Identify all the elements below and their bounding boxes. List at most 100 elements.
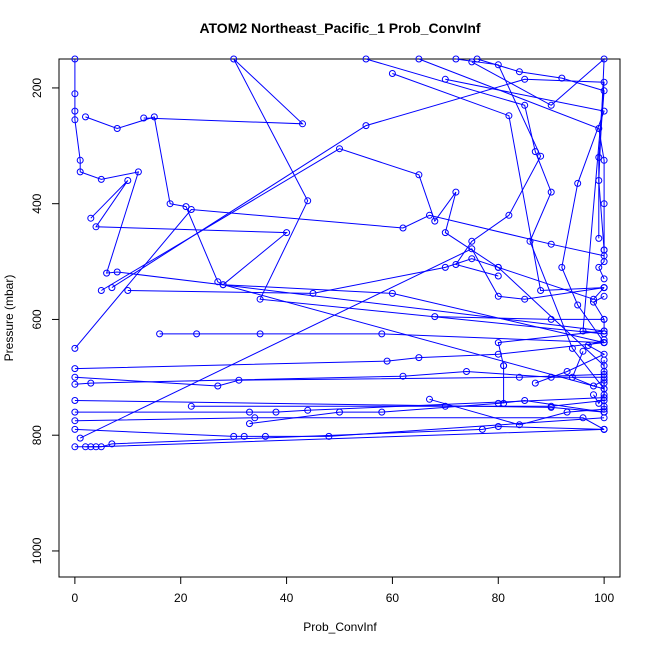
data-point [500, 399, 508, 407]
series-line [85, 428, 605, 448]
series-line [476, 58, 605, 239]
data-point [595, 177, 603, 184]
data-point [600, 200, 608, 208]
data-point [600, 156, 608, 164]
series-7 [124, 255, 608, 370]
data-point [415, 55, 423, 63]
data-point [600, 284, 608, 292]
series-line [74, 397, 605, 413]
data-point [600, 275, 608, 283]
data-point [272, 408, 280, 416]
series-line [365, 58, 605, 390]
data-point [563, 408, 571, 416]
data-point [590, 391, 597, 399]
data-point [362, 122, 370, 130]
data-point [600, 315, 608, 323]
data-point [256, 295, 264, 303]
data-point [71, 107, 79, 115]
data-point [515, 68, 523, 76]
data-point [82, 113, 89, 121]
data-point [595, 263, 603, 271]
data-point [71, 116, 79, 124]
data-point [113, 125, 121, 132]
data-point [76, 156, 84, 164]
data-point [515, 421, 523, 429]
y-tick-label: 1000 [30, 537, 44, 564]
plot-area [71, 55, 608, 451]
data-point [468, 245, 476, 253]
data-point [505, 211, 513, 219]
series-line [74, 342, 605, 370]
series-line [434, 316, 605, 320]
data-point [431, 313, 439, 321]
series-line [445, 78, 605, 343]
data-point [568, 373, 576, 381]
data-point [219, 281, 227, 289]
data-point [595, 153, 603, 161]
data-point [378, 330, 386, 338]
data-point [595, 234, 603, 242]
series-line [392, 73, 605, 292]
data-point [547, 315, 555, 323]
data-point [150, 113, 158, 121]
series-line [101, 148, 605, 300]
series-line [418, 58, 605, 280]
series-31 [494, 292, 608, 370]
data-point [426, 395, 433, 403]
series-15 [71, 414, 608, 433]
data-point [600, 356, 608, 364]
data-point [600, 425, 608, 433]
data-point [574, 301, 582, 309]
series-line [74, 417, 605, 430]
data-point [108, 284, 116, 292]
data-point [494, 292, 502, 300]
data-point [468, 237, 476, 245]
data-point [76, 434, 84, 442]
series-29 [388, 70, 608, 294]
data-point [388, 289, 396, 297]
data-point [478, 425, 486, 433]
data-point [568, 344, 576, 352]
data-point [71, 408, 79, 416]
data-point [87, 379, 95, 387]
data-point [124, 177, 132, 184]
series-10 [71, 339, 608, 373]
data-point [71, 373, 79, 381]
data-point [452, 188, 460, 196]
series-19 [82, 425, 608, 451]
series-line [249, 399, 605, 425]
x-tick-label: 20 [174, 591, 188, 605]
y-axis-label: Pressure (mbar) [2, 275, 16, 362]
data-point [600, 368, 608, 375]
data-point [71, 344, 79, 352]
data-point [579, 327, 587, 335]
series-line [497, 295, 605, 366]
data-point [87, 443, 95, 451]
x-tick-label: 60 [386, 591, 400, 605]
data-point [336, 408, 343, 416]
data-point [362, 55, 370, 63]
data-point [494, 399, 502, 407]
data-point [526, 237, 534, 245]
data-point [547, 101, 555, 109]
data-point [214, 382, 222, 390]
x-tick-label: 0 [72, 591, 79, 605]
series-1 [71, 55, 608, 335]
data-point [156, 330, 164, 338]
data-point [251, 414, 259, 422]
data-point [71, 380, 79, 388]
data-point [240, 432, 248, 440]
series-2 [82, 113, 608, 347]
series-27 [415, 55, 608, 283]
data-point [531, 148, 539, 156]
data-point [452, 261, 460, 268]
data-point [468, 58, 476, 66]
data-point [383, 357, 391, 365]
data-point [558, 263, 566, 271]
data-point [452, 55, 460, 63]
data-point [431, 217, 439, 225]
data-point [600, 336, 608, 344]
data-point [505, 112, 513, 120]
y-tick-label: 200 [30, 78, 44, 98]
